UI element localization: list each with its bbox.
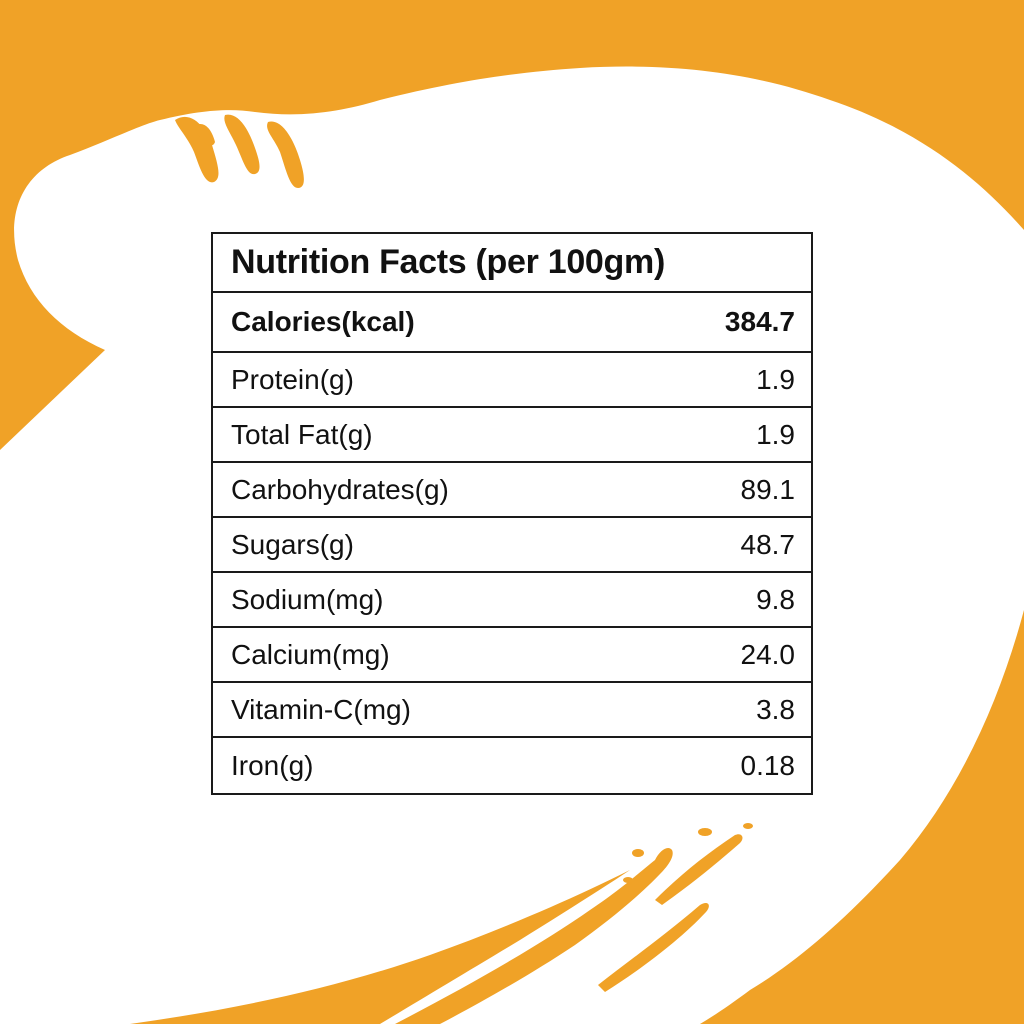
calories-label: Calories(kcal)	[231, 306, 415, 337]
nutrient-label: Carbohydrates(g)	[231, 473, 449, 505]
nutrient-row-protein: Protein(g) 1.9	[213, 353, 811, 408]
nutrient-label: Vitamin-C(mg)	[231, 693, 411, 725]
nutrient-label: Calcium(mg)	[231, 638, 390, 670]
nutrition-facts-table: Nutrition Facts (per 100gm) Calories(kca…	[211, 232, 813, 795]
nutrient-value: 48.7	[740, 528, 796, 560]
nutrient-label: Total Fat(g)	[231, 418, 373, 450]
nutrient-value: 1.9	[756, 418, 795, 450]
nutrient-row-vitamin-c: Vitamin-C(mg) 3.8	[213, 683, 811, 738]
nutrient-value: 89.1	[740, 473, 796, 505]
table-header: Nutrition Facts (per 100gm)	[213, 234, 811, 293]
nutrient-value: 3.8	[756, 693, 795, 725]
nutrient-label: Iron(g)	[231, 749, 314, 781]
nutrient-label: Sodium(mg)	[231, 583, 384, 615]
nutrient-label: Protein(g)	[231, 363, 354, 395]
nutrient-value: 1.9	[756, 363, 795, 395]
nutrient-value: 9.8	[756, 583, 795, 615]
nutrient-row-sodium: Sodium(mg) 9.8	[213, 573, 811, 628]
table-title: Nutrition Facts (per 100gm)	[231, 243, 665, 281]
calories-value: 384.7	[724, 306, 795, 337]
nutrient-label: Sugars(g)	[231, 528, 354, 560]
calories-row: Calories(kcal) 384.7	[213, 293, 811, 353]
nutrient-row-total-fat: Total Fat(g) 1.9	[213, 408, 811, 463]
nutrient-row-calcium: Calcium(mg) 24.0	[213, 628, 811, 683]
nutrient-value: 24.0	[740, 638, 796, 670]
nutrient-row-carbohydrates: Carbohydrates(g) 89.1	[213, 463, 811, 518]
nutrient-value: 0.18	[740, 749, 796, 781]
nutrient-row-sugars: Sugars(g) 48.7	[213, 518, 811, 573]
nutrient-row-iron: Iron(g) 0.18	[213, 738, 811, 793]
